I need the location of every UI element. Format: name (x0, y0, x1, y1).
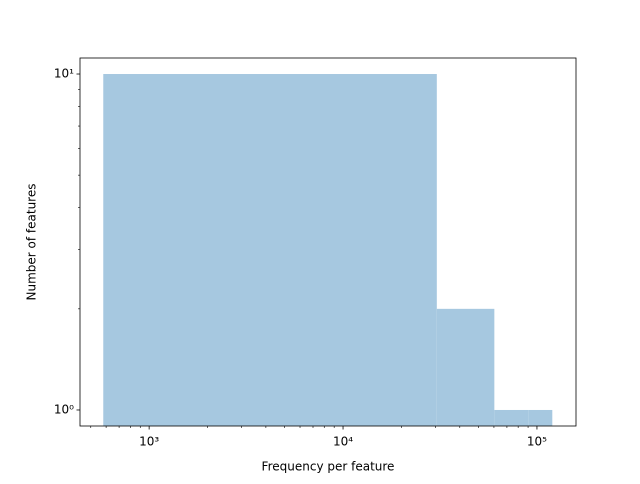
x-tick-label: 10³ (139, 435, 159, 449)
bar (494, 409, 529, 426)
bar (103, 74, 437, 427)
x-tick-label: 10⁴ (333, 435, 353, 449)
y-axis-label: Number of features (25, 184, 39, 301)
bar (436, 308, 495, 426)
y-tick-label: 10¹ (54, 67, 74, 81)
x-tick-label: 10⁵ (527, 435, 547, 449)
bar (528, 409, 553, 426)
x-axis-label: Frequency per feature (262, 460, 395, 474)
axes-frame (79, 57, 577, 427)
y-tick-label: 10⁰ (54, 402, 74, 416)
